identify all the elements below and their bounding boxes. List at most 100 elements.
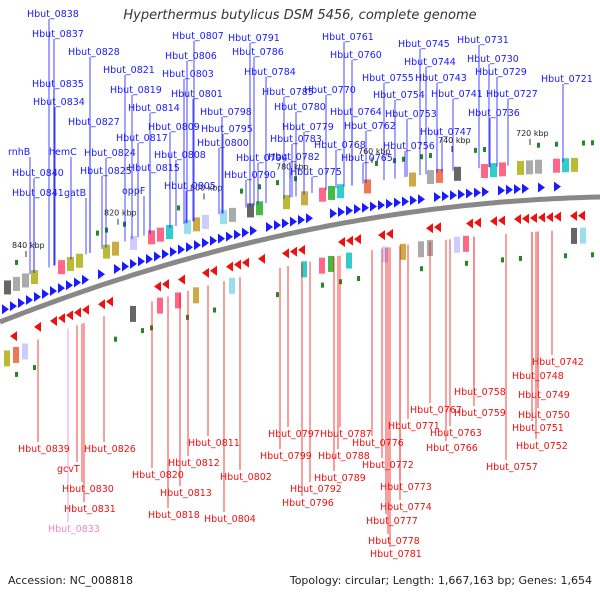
gc-marker <box>276 180 279 186</box>
forward-gene-arrow <box>226 231 233 242</box>
forward-gene-label: Hbut_0817 <box>116 133 168 144</box>
reverse-gene-arrow <box>258 253 265 264</box>
cog-block <box>571 227 577 244</box>
reverse-gene-arrow <box>538 212 545 223</box>
forward-gene-arrow <box>138 256 145 267</box>
forward-gene-arrow <box>58 283 65 294</box>
forward-gene-arrow <box>482 186 489 197</box>
reverse-gene-arrow <box>74 307 81 318</box>
forward-gene-label: Hbut_0756 <box>383 141 435 152</box>
forward-gene-arrow <box>194 240 201 251</box>
gc-marker <box>96 230 99 236</box>
reverse-gene-arrow <box>426 223 433 234</box>
cog-block <box>157 227 164 242</box>
forward-gene-label: Hbut_0736 <box>468 108 520 119</box>
reverse-gene-label: Hbut_0787 <box>320 429 372 440</box>
forward-gene-label: Hbut_0814 <box>128 103 180 114</box>
cog-block <box>328 185 335 200</box>
cog-block <box>157 297 163 314</box>
reverse-gene-label: Hbut_0818 <box>148 510 200 521</box>
cog-block <box>175 292 181 309</box>
forward-gene-arrow <box>410 195 417 206</box>
reverse-gene-arrow <box>202 267 209 278</box>
reverse-gene-arrow <box>154 281 161 292</box>
forward-gene-arrow <box>186 242 193 253</box>
cog-block <box>13 346 19 363</box>
gc-marker <box>15 371 18 377</box>
gc-marker <box>177 205 180 211</box>
reverse-gene-arrow <box>106 296 113 307</box>
label-leader-lines <box>29 19 564 547</box>
cog-block <box>166 225 173 240</box>
reverse-gene-arrow <box>162 279 169 290</box>
forward-gene-arrow <box>242 227 249 238</box>
forward-gene-arrow <box>146 253 153 264</box>
reverse-gene-arrow <box>546 212 553 223</box>
reverse-gene-arrow <box>178 274 185 285</box>
gc-marker <box>213 307 216 313</box>
reverse-gene-label: Hbut_0748 <box>512 371 564 382</box>
reverse-gene-label: Hbut_0820 <box>132 470 184 481</box>
cog-block <box>148 230 155 245</box>
reverse-gene-arrow <box>10 331 17 342</box>
cog-block <box>517 160 524 175</box>
gc-marker <box>105 227 108 233</box>
reverse-gene-label: Hbut_0763 <box>430 428 482 439</box>
forward-gene-arrow <box>74 277 81 288</box>
forward-gene-arrow <box>178 244 185 255</box>
forward-gene-label: rnhB <box>8 147 30 158</box>
reverse-gene-arrow <box>514 214 521 225</box>
forward-gene-label: Hbut_0745 <box>398 39 450 50</box>
reverse-gene-arrow <box>498 215 505 226</box>
forward-gene-arrow <box>26 294 33 305</box>
reverse-gene-arrow <box>570 210 577 221</box>
forward-gene-label: Hbut_0779 <box>282 122 334 133</box>
reverse-gene-arrow <box>434 222 441 233</box>
forward-gene-label: Hbut_0721 <box>541 74 593 85</box>
forward-gene-arrow <box>50 286 57 297</box>
reverse-gene-label: Hbut_0792 <box>290 484 342 495</box>
cog-block <box>454 236 460 253</box>
scale-tick-label: 740 kbp <box>438 136 471 145</box>
gc-marker <box>15 259 18 265</box>
forward-gene-label: Hbut_0765 <box>341 153 393 164</box>
forward-gene-label: Hbut_0794 <box>236 153 288 164</box>
forward-gene-label: Hbut_0815 <box>128 163 180 174</box>
forward-gene-label: Hbut_0790 <box>224 170 276 181</box>
reverse-gene-label: Hbut_0742 <box>532 357 584 368</box>
gc-marker <box>555 141 558 147</box>
forward-gene-label: Hbut_0798 <box>200 107 252 118</box>
reverse-gene-arrow <box>50 316 57 327</box>
cog-block <box>346 252 352 269</box>
forward-gene-arrow <box>154 251 161 262</box>
forward-gene-label: Hbut_0795 <box>201 124 253 135</box>
reverse-gene-label: Hbut_0773 <box>380 482 432 493</box>
forward-gene-arrow <box>442 191 449 202</box>
reverse-gene-arrow <box>234 259 241 270</box>
rna-gene-label: Hbut_0833 <box>48 524 100 535</box>
scale-tick-label: 820 kbp <box>104 209 137 218</box>
forward-gene-label: Hbut_0741 <box>431 89 483 100</box>
reverse-gene-label: Hbut_0797 <box>268 429 320 440</box>
forward-gene-label: Hbut_0807 <box>172 31 224 42</box>
forward-gene-label: Hbut_0803 <box>162 69 214 80</box>
gc-marker <box>537 142 540 148</box>
gc-marker <box>276 292 279 298</box>
forward-gene-arrow <box>274 220 281 231</box>
forward-gene-label: Hbut_0835 <box>32 79 84 90</box>
gene-labels: Hbut_0838 Hbut_0837 Hbut_0835 Hbut_0834 rnhB… <box>8 9 593 560</box>
forward-gene-label: Hbut_0775 <box>290 167 342 178</box>
reverse-gene-label: Hbut_0812 <box>168 458 220 469</box>
reverse-gene-arrow <box>290 246 297 257</box>
reverse-gene-label: Hbut_0777 <box>366 516 418 527</box>
gc-marker <box>483 146 486 152</box>
cog-block <box>553 158 560 173</box>
reverse-gene-label: Hbut_0751 <box>512 423 564 434</box>
gc-marker <box>339 279 342 285</box>
forward-gene-arrow <box>290 216 297 227</box>
cog-block <box>220 210 227 225</box>
forward-gene-label: Hbut_0824 <box>84 148 136 159</box>
reverse-gene-label: gcvT <box>57 464 80 475</box>
reverse-gene-arrow <box>466 218 473 229</box>
forward-gene-label: Hbut_0838 <box>27 9 79 20</box>
